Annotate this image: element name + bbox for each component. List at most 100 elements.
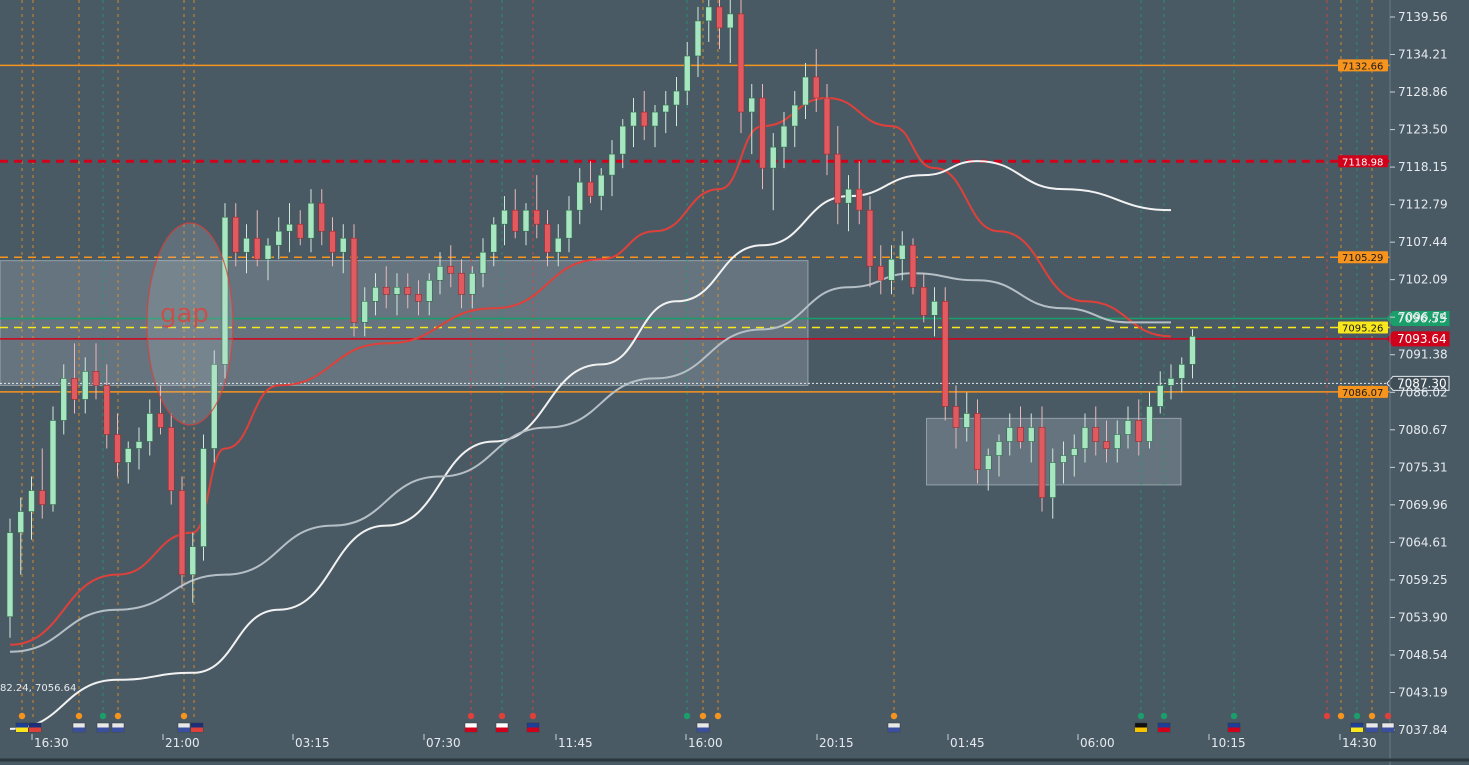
candle-body [597,174,605,197]
economic-event-markers[interactable] [15,712,1395,733]
candle [554,224,562,267]
event-marker[interactable] [1350,712,1364,733]
flag-band [1366,727,1378,732]
candle [769,133,777,211]
candle-body [608,153,616,176]
candle-body [1156,385,1164,407]
event-marker[interactable] [526,712,540,733]
candle-body [544,223,551,253]
candle [372,273,379,316]
event-marker[interactable] [177,712,204,733]
moving-average-line [9,97,1172,646]
event-dot [467,712,475,720]
candle [544,210,551,267]
candle-body [60,378,68,421]
price-tag[interactable]: 7096.55 [1386,310,1450,326]
event-marker[interactable] [1337,712,1345,720]
candle-body [952,406,960,428]
event-marker[interactable] [1365,712,1379,733]
time-tick-label: 20:15 [819,736,854,750]
price-tag[interactable]: 7095.26 [1338,321,1388,335]
candle-body [124,448,132,463]
event-marker[interactable] [1227,712,1241,733]
candle-body [823,97,831,155]
event-marker[interactable] [72,712,86,733]
candle-body [640,111,648,127]
gap-ellipse [146,222,234,426]
candle [565,196,573,253]
price-tag[interactable]: 7087.30 [1386,375,1450,391]
candle [1189,329,1196,379]
event-dot [890,712,898,720]
price-tag-label: 7095.26 [1342,324,1383,335]
flag-band [1351,727,1363,732]
event-marker[interactable] [15,712,42,733]
price-tag-bg [1338,155,1388,168]
candle-body [468,272,476,295]
event-marker[interactable] [1323,712,1331,720]
candle-body [651,111,659,127]
price-tag-bg [1338,385,1388,398]
candle [200,434,207,561]
event-marker[interactable] [464,712,478,733]
candle-body [1027,427,1035,442]
event-marker[interactable] [96,712,110,733]
event-marker[interactable] [696,712,710,733]
flag-band [178,727,190,732]
time-tick-label: 11:45 [558,736,593,750]
price-tag[interactable]: 7105.29 [1338,251,1388,264]
candle-body [1038,427,1046,498]
time-axis[interactable]: 16:30 21:00 03:15 07:30 11:45 16:00 20:15 01:45… [0,734,1469,762]
candle-body [533,209,541,225]
price-tag[interactable]: 7132.66 [1338,59,1388,72]
candle [651,105,659,148]
candle [1006,413,1014,456]
candle [490,217,498,267]
price-tag-bg [1386,310,1450,326]
event-marker[interactable] [714,712,722,720]
event-marker[interactable] [495,712,509,733]
price-axis[interactable]: 7139.56 7134.21 7128.86 7123.50 7118.15 7112.… [1389,0,1448,765]
price-tag[interactable]: 7093.64 [1386,331,1450,347]
event-dot [1384,712,1392,720]
flag-icon [177,722,191,733]
candle-body [963,413,971,428]
candle-body [683,55,691,92]
event-dot [1160,712,1168,720]
candle-body [232,216,240,253]
price-tick-label: 7139.56 [1398,10,1448,24]
crosshair-readout: 82.24, 7056.64 [0,683,76,694]
candle [1092,406,1100,456]
flag-band [97,727,109,732]
price-tag-bg [1338,59,1388,72]
flag-icon [495,722,509,733]
flag-band [1382,727,1394,732]
event-marker[interactable] [887,712,901,733]
price-tag[interactable]: 7118.98 [1338,155,1388,168]
candle [415,280,422,316]
candle [866,196,874,288]
candle [812,48,820,113]
time-tick-label: 21:00 [165,736,200,750]
candle-body [1081,427,1089,449]
candle [1167,364,1175,400]
candle [436,252,444,295]
candle-body [339,237,347,253]
consolidation-zones [0,260,1182,486]
event-marker[interactable] [1134,712,1148,733]
event-marker[interactable] [1381,712,1395,733]
candle [683,41,691,106]
price-tag-bg [1386,375,1450,391]
event-marker[interactable] [1157,712,1171,733]
price-tag[interactable]: 7086.07 [1338,385,1388,399]
flag-band [1228,727,1240,732]
candle-body [554,237,562,253]
candle [1017,406,1024,449]
candle-body [243,237,250,253]
event-marker[interactable] [683,712,691,720]
price-tick-label: 7064.61 [1398,535,1448,549]
candle-body [565,209,573,239]
event-marker[interactable] [111,712,125,733]
flag-band [888,727,900,732]
